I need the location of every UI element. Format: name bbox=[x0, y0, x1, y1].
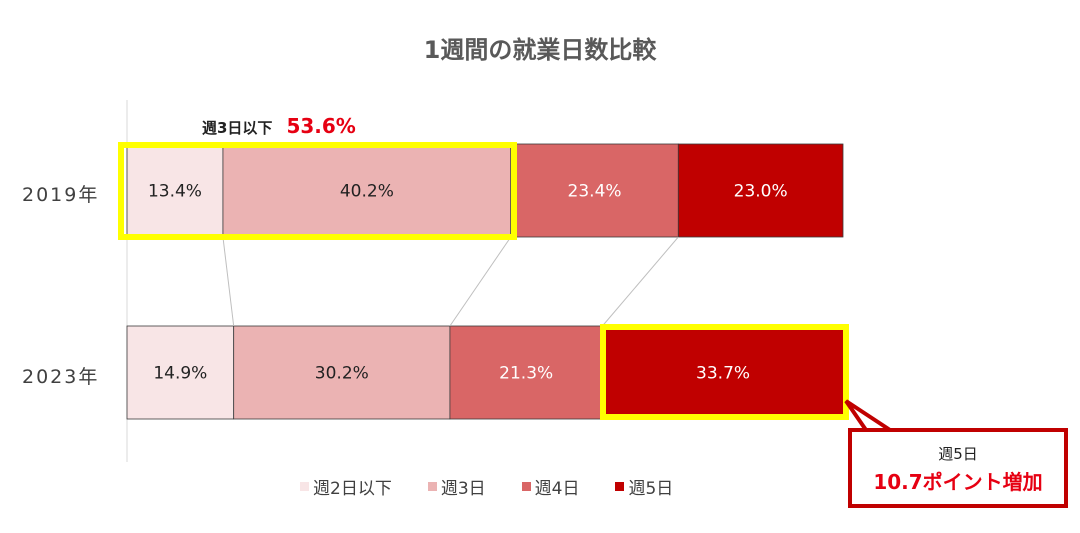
legend-swatch-3 bbox=[427, 482, 437, 491]
callout-line1: 週5日 bbox=[938, 445, 978, 463]
highlight-2023-5days bbox=[600, 324, 849, 420]
legend-item-3: 週3日 bbox=[427, 474, 486, 499]
legend-swatch-5 bbox=[615, 482, 625, 491]
highlight-2019-le3 bbox=[118, 142, 517, 240]
note-value: 53.6% bbox=[286, 114, 356, 138]
data-label-1-3: 33.7% bbox=[696, 364, 750, 384]
data-label-0-0: 13.4% bbox=[148, 182, 202, 202]
series-line-2 bbox=[449, 236, 512, 327]
bar-0-1 bbox=[222, 143, 512, 238]
data-label-0-3: 23.0% bbox=[734, 182, 788, 202]
data-label-1-1: 30.2% bbox=[315, 364, 369, 384]
bar-0-3 bbox=[677, 143, 844, 238]
bar-1-0 bbox=[126, 325, 235, 420]
data-label-1-0: 14.9% bbox=[153, 364, 207, 384]
data-label-0-1: 40.2% bbox=[340, 182, 394, 202]
legend-label-le2: 週2日以下 bbox=[313, 479, 392, 499]
legend-label-5: 週5日 bbox=[628, 479, 674, 499]
chart-title: 1週間の就業日数比較 bbox=[423, 36, 657, 64]
note-label: 週3日以下 bbox=[202, 119, 273, 137]
legend-swatch-le2 bbox=[300, 482, 309, 491]
callout-pointer bbox=[844, 399, 897, 432]
series-line-3 bbox=[602, 236, 679, 327]
callout-line2: 10.7ポイント増加 bbox=[873, 470, 1043, 494]
category-label-2023: 2023年 bbox=[22, 366, 100, 388]
series-line-1 bbox=[222, 236, 235, 327]
bar-1-3 bbox=[602, 325, 845, 420]
legend-label-4: 週4日 bbox=[534, 479, 580, 499]
legend-item-4: 週4日 bbox=[521, 474, 580, 499]
legend-swatch-4 bbox=[521, 482, 531, 491]
legend-item-5: 週5日 bbox=[615, 474, 673, 499]
bar-1-1 bbox=[233, 325, 451, 420]
increase-callout: 週5日 10.7ポイント増加 bbox=[848, 428, 1068, 508]
under-3-days-note: 週3日以下 53.6% bbox=[202, 114, 356, 138]
legend-label-3: 週3日 bbox=[440, 479, 486, 499]
legend-item-le2: 週2日以下 bbox=[300, 474, 392, 499]
data-label-1-2: 21.3% bbox=[499, 364, 553, 384]
category-label-2019: 2019年 bbox=[22, 184, 100, 206]
data-label-0-2: 23.4% bbox=[568, 182, 622, 202]
legend: 週2日以下 週3日 週4日 週5日 bbox=[300, 474, 673, 499]
